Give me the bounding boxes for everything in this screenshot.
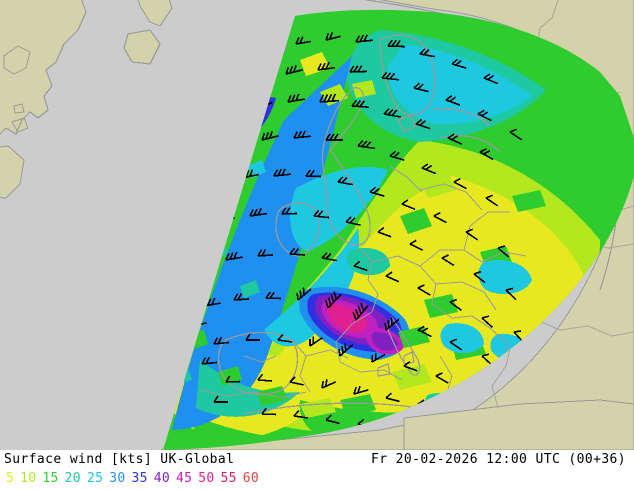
colorbar-tick-45: 45	[176, 471, 193, 486]
colorbar-tick-30: 30	[109, 471, 126, 486]
colorbar-tick-5: 5	[6, 471, 15, 486]
colorbar-tick-15: 15	[42, 471, 59, 486]
weather-map-canvas[interactable]	[0, 0, 634, 450]
colorbar-tick-60: 60	[242, 471, 260, 486]
map-footer: Surface wind [kts] UK-Global Fr 20-02-20…	[0, 450, 634, 490]
map-title: Surface wind [kts] UK-Global	[4, 452, 235, 467]
valid-time-label: Fr 20-02-2026 12:00 UTC (00+36)	[370, 452, 626, 467]
colorbar-tick-50: 50	[198, 471, 215, 486]
colorbar-tick-10: 10	[20, 471, 37, 486]
colorbar-tick-40: 40	[153, 471, 170, 486]
colorbar-tick-20: 20	[64, 471, 81, 486]
colorbar-tick-25: 25	[86, 471, 104, 486]
colorbar-tick-35: 35	[131, 471, 148, 486]
map-svg	[0, 0, 634, 450]
land-layer	[0, 0, 634, 450]
wind-speed-colorbar: 5 10 15 20 25 30 35 40 45 50 55 60	[6, 471, 259, 486]
colorbar-tick-55: 55	[220, 471, 237, 486]
